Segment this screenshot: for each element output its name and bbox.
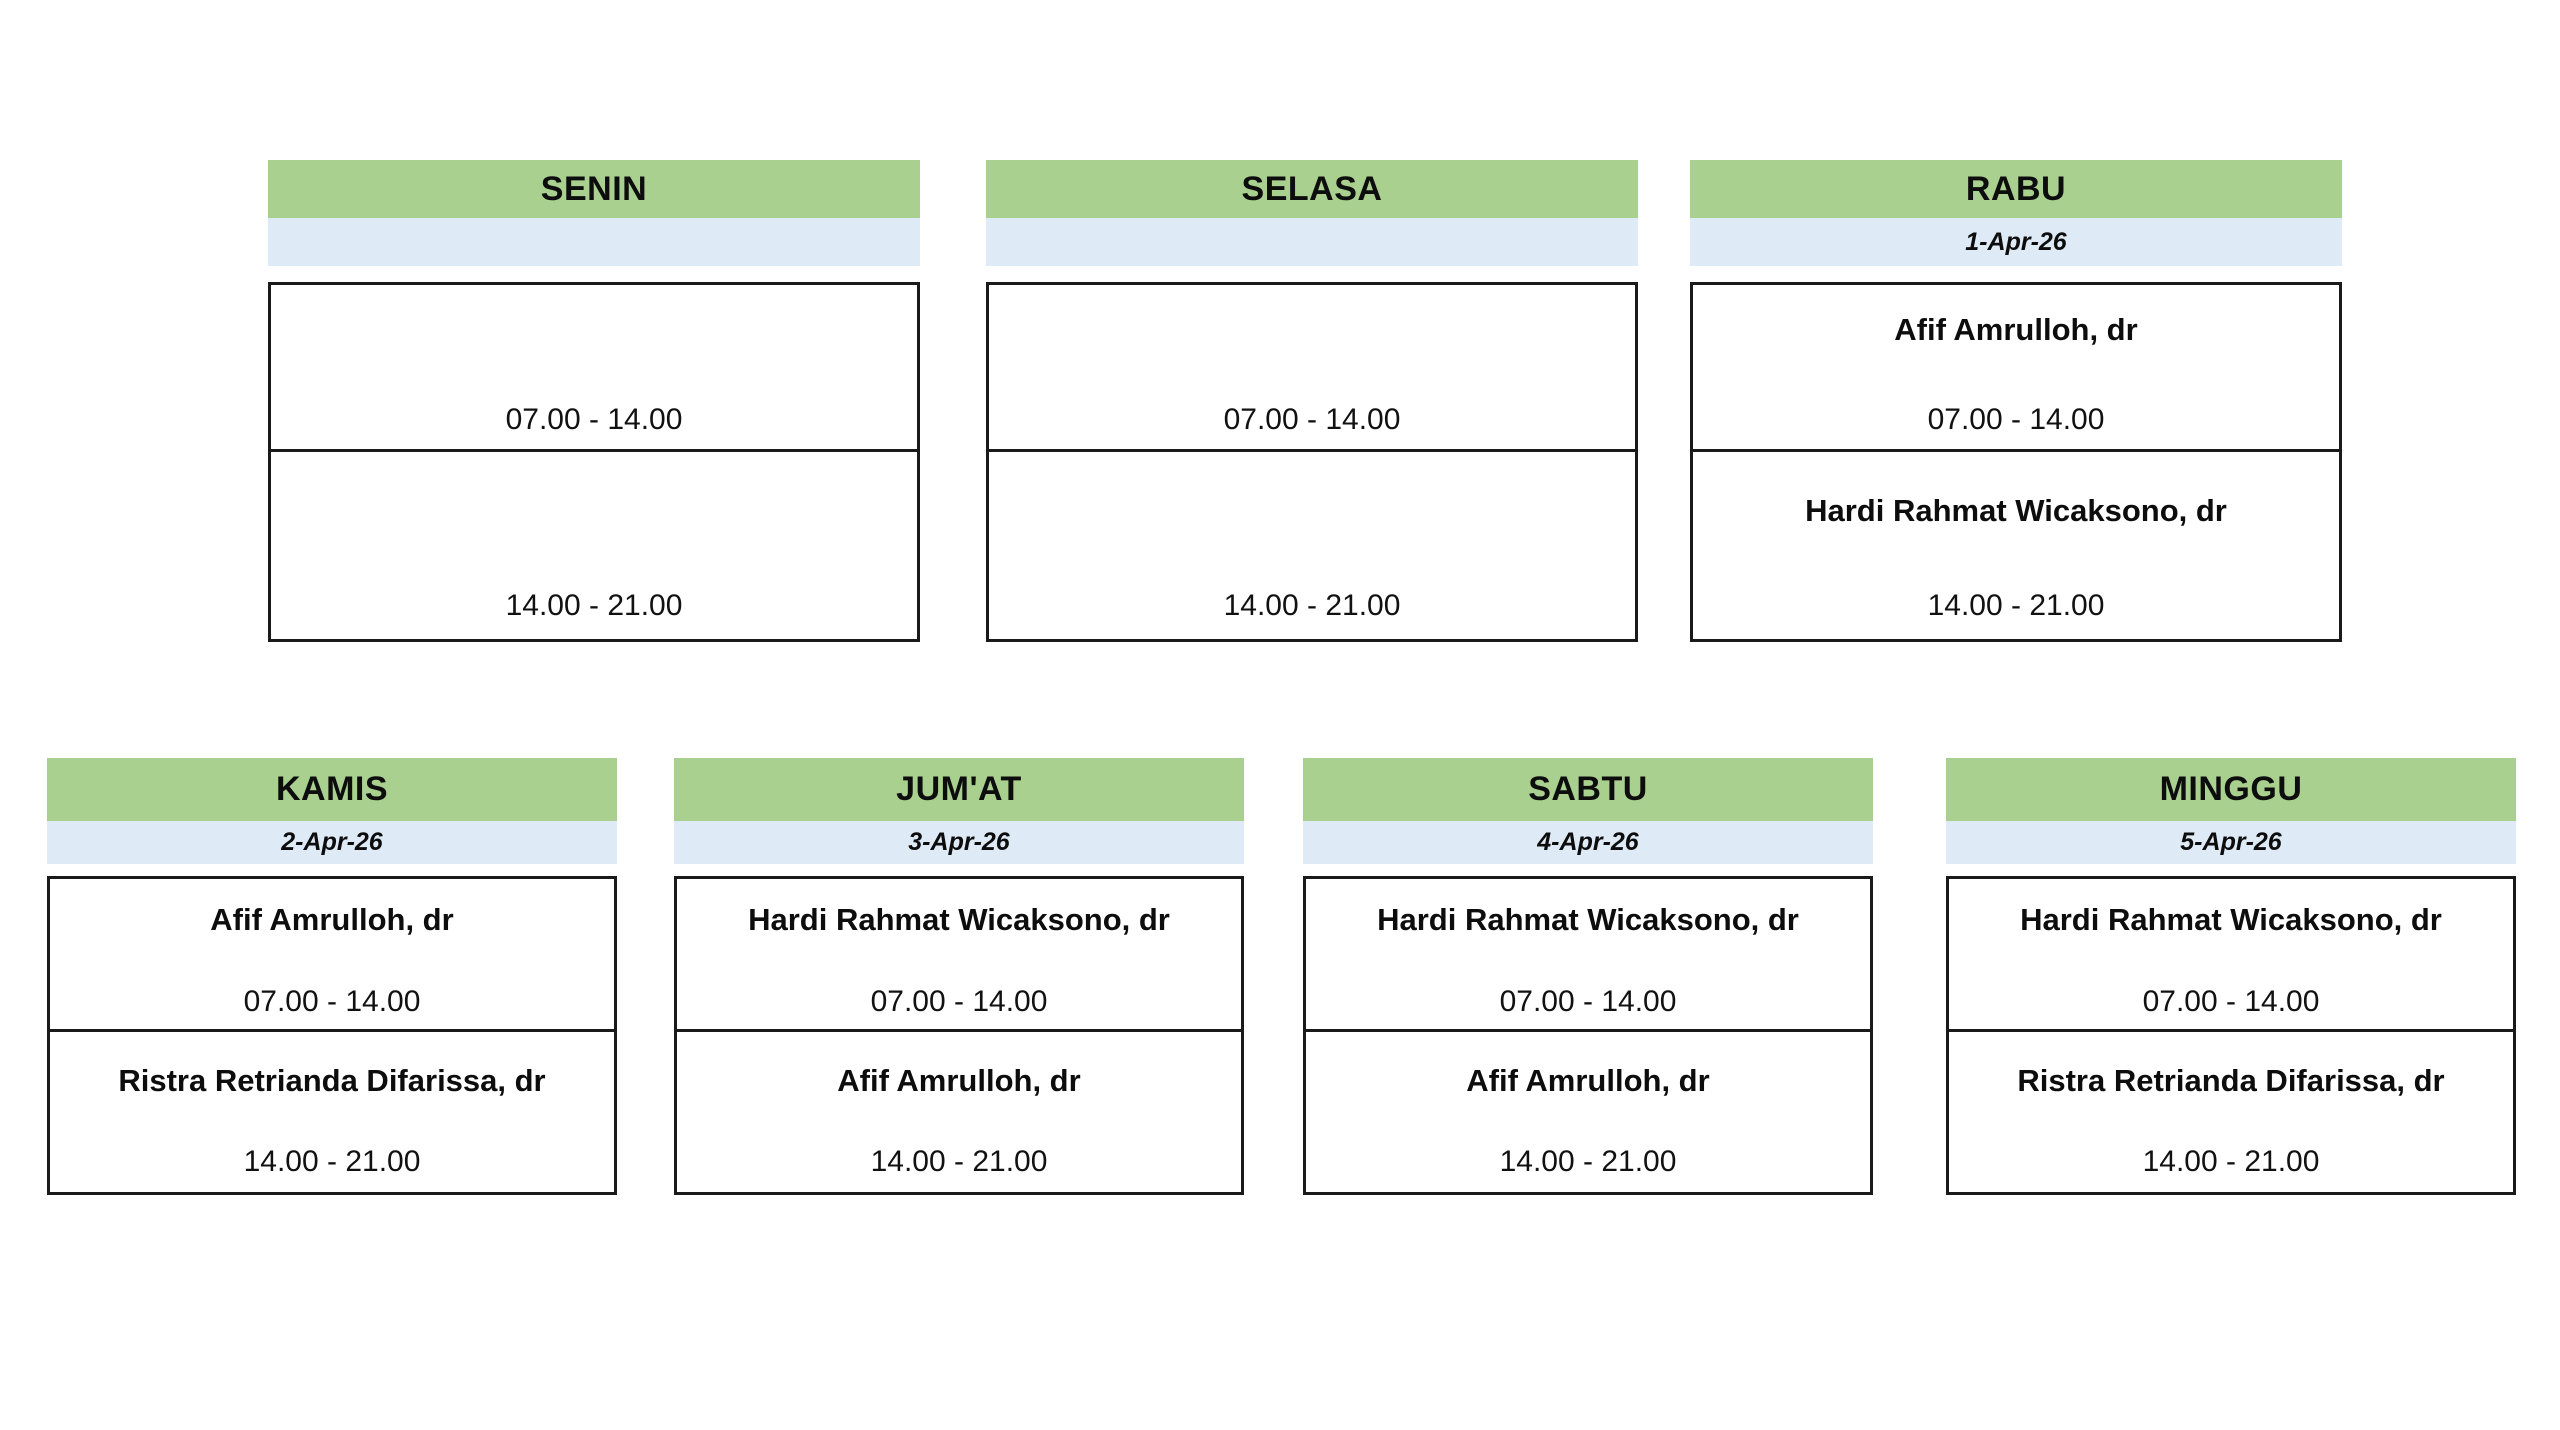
day-header-label: KAMIS: [47, 758, 617, 821]
shift-slot: 07.00 - 14.00: [271, 285, 917, 449]
shift-time: 07.00 - 14.00: [2142, 985, 2320, 1018]
date-label: [268, 218, 920, 266]
shift-slot: Afif Amrulloh, dr 14.00 - 21.00: [677, 1029, 1241, 1192]
shift-table: 07.00 - 14.00 14.00 - 21.00: [268, 282, 920, 642]
day-header-label: JUM'AT: [674, 758, 1244, 821]
doctor-name: Afif Amrulloh, dr: [210, 902, 454, 937]
day-header-label: SELASA: [986, 160, 1638, 218]
date-label: 1-Apr-26: [1690, 218, 2342, 266]
shift-slot: 14.00 - 21.00: [271, 449, 917, 639]
shift-slot: Ristra Retrianda Difarissa, dr 14.00 - 21…: [50, 1029, 614, 1192]
shift-time: 07.00 - 14.00: [505, 403, 683, 436]
doctor-name: Hardi Rahmat Wicaksono, dr: [2020, 902, 2442, 937]
date-label: 2-Apr-26: [47, 821, 617, 864]
shift-table: Hardi Rahmat Wicaksono, dr 07.00 - 14.00 A…: [674, 876, 1244, 1195]
shift-time: 07.00 - 14.00: [243, 985, 421, 1018]
day-header-label: SABTU: [1303, 758, 1873, 821]
shift-slot: Afif Amrulloh, dr 07.00 - 14.00: [50, 879, 614, 1029]
day-card-kamis: KAMIS 2-Apr-26 Afif Amrulloh, dr 07.00 - 14…: [47, 758, 617, 1195]
day-header-label: SENIN: [268, 160, 920, 218]
date-label: 3-Apr-26: [674, 821, 1244, 864]
shift-time: 07.00 - 14.00: [1927, 403, 2105, 436]
shift-table: 07.00 - 14.00 14.00 - 21.00: [986, 282, 1638, 642]
doctor-name: Afif Amrulloh, dr: [1894, 312, 2138, 347]
shift-time: 14.00 - 21.00: [1223, 589, 1401, 622]
shift-slot: Hardi Rahmat Wicaksono, dr 07.00 - 14.00: [1306, 879, 1870, 1029]
day-card-jumat: JUM'AT 3-Apr-26 Hardi Rahmat Wicaksono, dr…: [674, 758, 1244, 1195]
day-header-label: MINGGU: [1946, 758, 2516, 821]
shift-table: Afif Amrulloh, dr 07.00 - 14.00 Ristra Ret…: [47, 876, 617, 1195]
shift-slot: 14.00 - 21.00: [989, 449, 1635, 639]
doctor-name: Hardi Rahmat Wicaksono, dr: [1377, 902, 1799, 937]
shift-table: Hardi Rahmat Wicaksono, dr 07.00 - 14.00 R…: [1946, 876, 2516, 1195]
doctor-name: Ristra Retrianda Difarissa, dr: [2017, 1063, 2445, 1098]
doctor-name: Afif Amrulloh, dr: [837, 1063, 1081, 1098]
day-card-rabu: RABU 1-Apr-26 Afif Amrulloh, dr 07.00 - 14.…: [1690, 160, 2342, 642]
doctor-name: Ristra Retrianda Difarissa, dr: [118, 1063, 546, 1098]
doctor-name: Afif Amrulloh, dr: [1466, 1063, 1710, 1098]
shift-slot: Afif Amrulloh, dr 14.00 - 21.00: [1306, 1029, 1870, 1192]
doctor-name: Hardi Rahmat Wicaksono, dr: [748, 902, 1170, 937]
date-label: 5-Apr-26: [1946, 821, 2516, 864]
shift-time: 07.00 - 14.00: [1499, 985, 1677, 1018]
shift-table: Afif Amrulloh, dr 07.00 - 14.00 Hardi Rahm…: [1690, 282, 2342, 642]
shift-slot: Hardi Rahmat Wicaksono, dr 14.00 - 21.00: [1693, 449, 2339, 639]
shift-time: 14.00 - 21.00: [243, 1145, 421, 1178]
day-header-label: RABU: [1690, 160, 2342, 218]
shift-slot: Hardi Rahmat Wicaksono, dr 07.00 - 14.00: [677, 879, 1241, 1029]
shift-time: 14.00 - 21.00: [1499, 1145, 1677, 1178]
shift-slot: 07.00 - 14.00: [989, 285, 1635, 449]
day-card-minggu: MINGGU 5-Apr-26 Hardi Rahmat Wicaksono, dr…: [1946, 758, 2516, 1195]
day-card-senin: SENIN 07.00 - 14.00 14.00 - 21.00: [268, 160, 920, 642]
shift-time: 14.00 - 21.00: [1927, 589, 2105, 622]
shift-time: 07.00 - 14.00: [1223, 403, 1401, 436]
day-card-sabtu: SABTU 4-Apr-26 Hardi Rahmat Wicaksono, dr 0…: [1303, 758, 1873, 1195]
shift-time: 14.00 - 21.00: [2142, 1145, 2320, 1178]
shift-slot: Ristra Retrianda Difarissa, dr 14.00 - 21…: [1949, 1029, 2513, 1192]
doctor-name: Hardi Rahmat Wicaksono, dr: [1805, 493, 2227, 528]
shift-time: 07.00 - 14.00: [870, 985, 1048, 1018]
shift-slot: Hardi Rahmat Wicaksono, dr 07.00 - 14.00: [1949, 879, 2513, 1029]
shift-table: Hardi Rahmat Wicaksono, dr 07.00 - 14.00 A…: [1303, 876, 1873, 1195]
shift-time: 14.00 - 21.00: [870, 1145, 1048, 1178]
date-label: [986, 218, 1638, 266]
shift-time: 14.00 - 21.00: [505, 589, 683, 622]
shift-slot: Afif Amrulloh, dr 07.00 - 14.00: [1693, 285, 2339, 449]
date-label: 4-Apr-26: [1303, 821, 1873, 864]
day-card-selasa: SELASA 07.00 - 14.00 14.00 - 21.00: [986, 160, 1638, 642]
